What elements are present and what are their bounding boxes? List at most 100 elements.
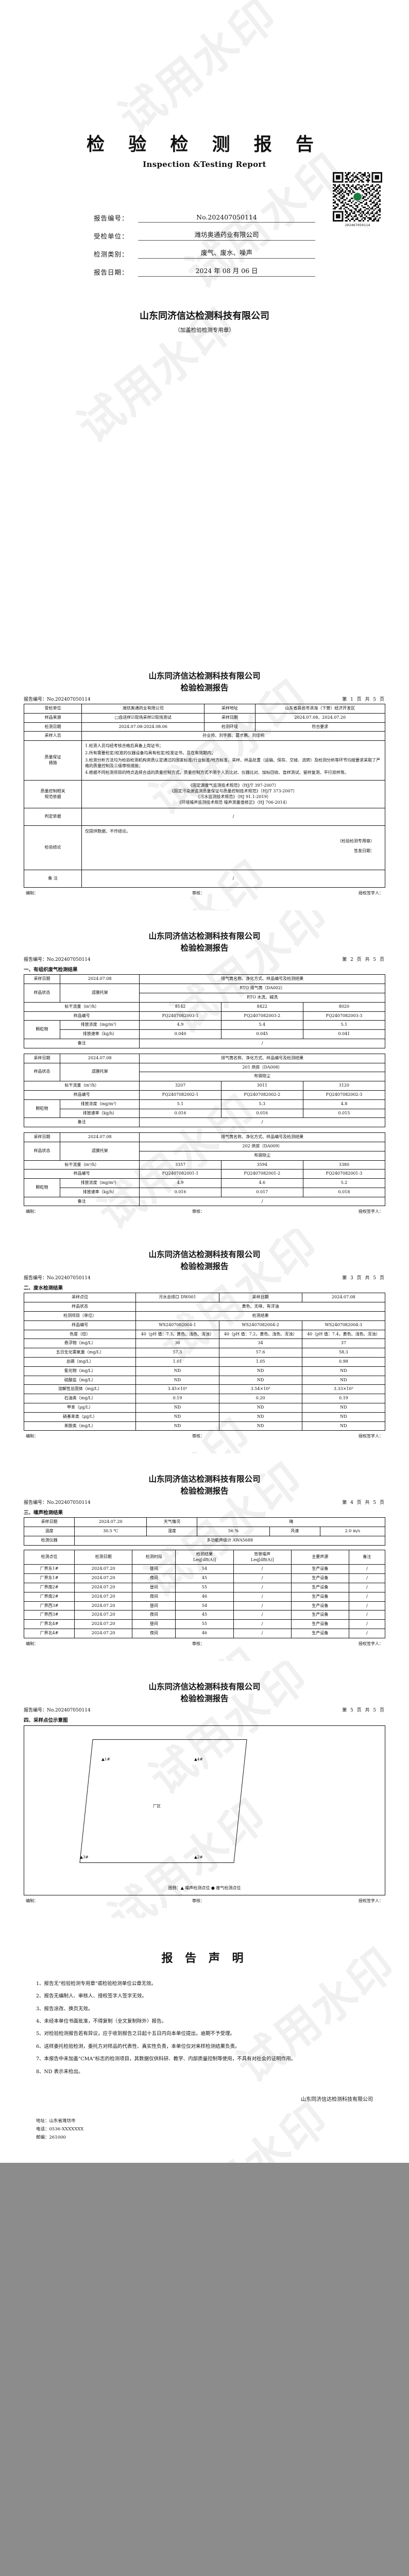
cell-qc-value: 《固定源废气监测技术规范》（HJ/T 397-2007） 《固定污染源监测质量保…	[81, 780, 385, 809]
cell-remark-value: /	[139, 1038, 385, 1048]
report-no: 报告编号：No.202407050114	[24, 1276, 91, 1281]
signature-authorized: 授权签字人：	[359, 1641, 383, 1646]
cell-remark: /	[348, 1629, 386, 1638]
cell-sample-date-label: 采样日期	[23, 1053, 61, 1063]
cell-item-value-2: 57.6	[218, 1348, 302, 1358]
cell-test-date-label: 检测日期	[23, 722, 82, 732]
cell-item-name: 溶解性总固体（mg/L）	[23, 1384, 137, 1395]
col-date: 检测日期	[74, 1549, 133, 1565]
page-number: 第 4 页 共 5 页	[342, 1500, 385, 1506]
cell-remark: /	[348, 1619, 386, 1629]
cell-sampleno-2: FQ2407082001-2	[220, 1169, 303, 1179]
cell-point-value: 污水总排口 DW001	[135, 1293, 219, 1303]
sketch-label-4: ▲4#	[194, 1756, 203, 1761]
cell-flow-1: 8142	[139, 1002, 221, 1012]
table-row: 厂界西3# 2024.07.20 夜间 45 / 生产设备 /	[23, 1610, 386, 1620]
signature-reviewed: 审核：	[192, 1434, 204, 1439]
cell-rate-2: 0.045	[220, 1029, 303, 1039]
cell-sampleno-1: FQ2407082003-1	[139, 1011, 221, 1021]
qc-item-4: 《环境噪声监测技术规范 噪声测量值修正》（HJ 706-2014）	[177, 800, 289, 805]
cell-result-header: 检测结果	[135, 1311, 385, 1321]
cell-instrument-value: 多功能声级计 AWA5688	[74, 1536, 385, 1546]
cell-state-value: 黄色、无味、有浮油	[135, 1302, 385, 1312]
cell-date: 2024.07.20	[74, 1564, 133, 1574]
cell-rate-1: 0.016	[139, 1187, 221, 1197]
cell-rate-3: 0.041	[302, 1029, 386, 1039]
cell-item-label: 颗粒物	[23, 1178, 61, 1197]
table-row: 五日生化需氧量（mg/L） 57.3 57.6 58.3	[23, 1348, 386, 1358]
table-row: 检测项目（单位） 检测结果	[23, 1311, 385, 1321]
noise-result-table: 检测点位 检测日期 检测时段 检测结果 Leq[dB(A)] 背景噪声 Leq[…	[23, 1549, 386, 1638]
table-row: 采样日期 2024.07.20 天气情况 晴	[23, 1517, 385, 1528]
cell-point: 厂界南2#	[23, 1591, 75, 1602]
cell-sampleno-3: FQ2407082003-3	[302, 1011, 386, 1021]
page-header: 山东同济信达检测科技有限公司 检验检测报告	[24, 930, 385, 953]
cell-item-value-3: 58.3	[301, 1348, 386, 1358]
cell-state-value: 滤膜托架	[60, 1062, 140, 1082]
cell-date: 2024.07.20	[74, 1583, 133, 1592]
report-no: 报告编号：No.202407050114	[24, 957, 91, 963]
sketch-label-plant: 厂区	[153, 1803, 161, 1808]
cell-noise-date-value: 2024.07.20	[74, 1517, 147, 1528]
declaration-address: 地址：山东省潍坊市 电话：0536-XXXXXXX 邮编：261000	[36, 2117, 373, 2142]
declaration-item: 7、本报告中未加盖"CMA"标志的检测项目，其数据仅供科研、教学、内部质量控制等…	[36, 2056, 296, 2062]
cell-sample-date-value: 2024.07.08、2024.07.20	[254, 713, 386, 723]
declaration-item: 8、ND 表示未检出。	[36, 2069, 83, 2075]
cell-test-date-value: 2024.07.08-2024.08.06	[81, 722, 205, 732]
signature-prepared: 编制：	[26, 1898, 38, 1903]
document-root: 试用水印 试用水印 试用水印	[0, 0, 409, 2163]
cell-period: 昼间	[132, 1619, 176, 1629]
water-result-table: 采样点位 污水总排口 DW001 采样日期 2024.07.08 样品状态 黄色…	[23, 1293, 386, 1431]
cell-item-value-2: 1.05	[218, 1357, 302, 1367]
signature-reviewed: 审核：	[192, 1641, 204, 1646]
cell-conc-label: 排放浓度（mg/m³）	[60, 1178, 140, 1188]
cell-item-value-3: ND	[301, 1366, 386, 1376]
table-row: 采样人员 孙业帅、刘宇辰、葛才鹏、刘佳响	[23, 731, 385, 741]
table-row: 总磷（mg/L） 1.01 1.05 0.98	[23, 1357, 386, 1367]
field-value: 废气、废水、噪声	[138, 247, 315, 259]
table-row: 厂界西3# 2024.07.20 昼间 54 / 生产设备 /	[23, 1601, 386, 1611]
cell-sampleno-label: 样品编号	[23, 1169, 140, 1179]
cell-sampleno-3: FQ2407082002-3	[302, 1090, 386, 1100]
cell-conc-1: 5.1	[139, 1099, 221, 1109]
cell-item-name: 五日生化需氧量（mg/L）	[23, 1348, 137, 1358]
cell-point: 厂界南2#	[23, 1583, 75, 1592]
cell-sampleno-1: WS2407082004-1	[135, 1320, 219, 1330]
cell-rate-2: 0.017	[220, 1187, 303, 1197]
cell-item-value-2: ND	[218, 1403, 302, 1413]
page-number: 第 5 页 共 5 页	[342, 1707, 385, 1713]
cell-flow-3: 8020	[302, 1002, 386, 1012]
table-row: 溶解性总固体（mg/L） 3.45×10³ 3.54×10³ 3.33×10³	[23, 1384, 386, 1395]
cell-period: 昼间	[132, 1601, 176, 1611]
col-remark: 备注	[348, 1549, 386, 1565]
cell-state-label: 样品状态	[23, 1302, 137, 1312]
cell-background: /	[233, 1564, 292, 1574]
table-row: 样品编号 FQ2407082003-1 FQ2407082003-2 FQ240…	[23, 1011, 386, 1021]
field-label: 报告编号：	[94, 214, 129, 222]
qr-number: 202407050114	[345, 223, 370, 227]
cell-block-header: 排气筒名称、净化方式、样品编号及检测结果	[139, 974, 385, 985]
cell-conc-2: 5.4	[220, 1020, 303, 1030]
table-row: 厂界东1# 2024.07.20 昼间 54 / 生产设备 /	[23, 1564, 386, 1574]
page-header: 山东同济信达检测科技有限公司 检验检测报告	[24, 1248, 385, 1272]
qa-item-3: 3.检测分析方法均为检验检测机构资质认定通过的国家标准/行业标准/地方标准，采样…	[85, 757, 381, 768]
table-row: 排放速率（kg/h） 0.016 0.017 0.018	[24, 1187, 386, 1197]
cell-item-value-1: ND	[135, 1403, 219, 1413]
cell-remark-label: 备注	[23, 1038, 140, 1048]
cell-item-name: 甲苯（μg/L）	[23, 1403, 137, 1413]
cell-result: 45	[175, 1573, 234, 1584]
table-row: 样品编号 FQ2407082002-1 FQ2407082002-2 FQ240…	[23, 1090, 386, 1100]
cell-item-value-2: ND	[218, 1375, 302, 1385]
cell-period: 昼间	[132, 1564, 176, 1574]
cell-rate-3: 0.015	[302, 1108, 386, 1118]
qc-item-1: 《固定源废气监测技术规范》（HJ/T 397-2007）	[188, 783, 279, 788]
qr-code-block: 202407050114	[333, 172, 382, 227]
cell-item-value-3: ND	[301, 1421, 386, 1431]
cell-sample-date-label: 采样日期	[204, 713, 255, 723]
report-no: 报告编号：No.202407050114	[24, 697, 91, 702]
cell-unit-value: 潍坊奥通药业有限公司	[81, 704, 205, 714]
cell-remark: /	[348, 1610, 386, 1620]
table-row: 颗粒物 排放浓度（mg/m³） 4.9 4.6 5.2	[23, 1178, 386, 1197]
cell-item-name: 石油类（mg/L）	[23, 1394, 137, 1404]
table-row: 样品状态 黄色、无味、有浮油	[23, 1302, 385, 1312]
